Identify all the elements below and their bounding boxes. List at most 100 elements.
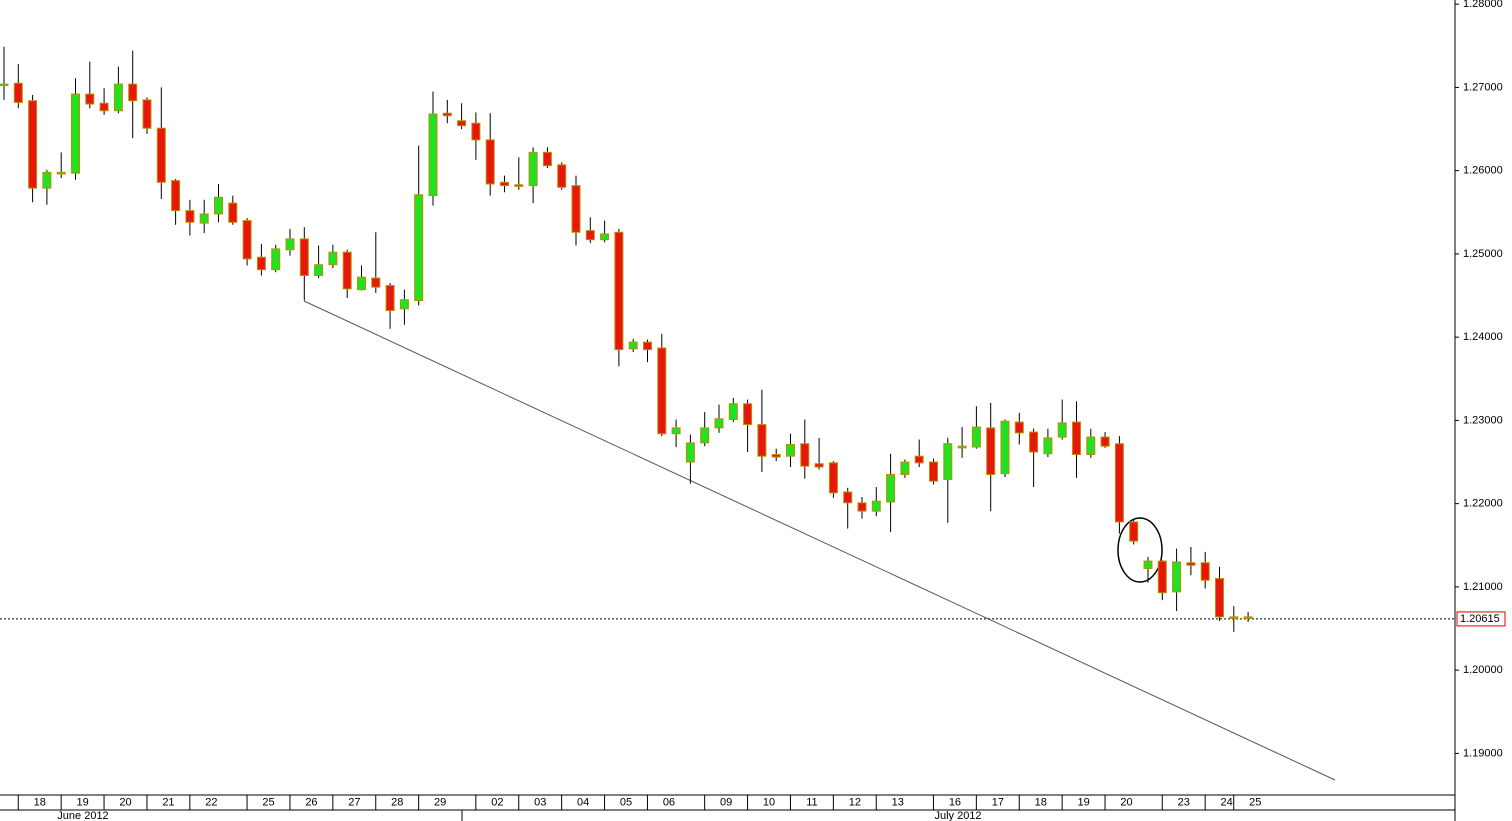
candle-body	[1243, 616, 1253, 619]
candle-body	[1172, 561, 1182, 593]
candle-body	[714, 418, 724, 429]
candle-body	[199, 213, 209, 224]
candle-body	[442, 112, 452, 117]
x-tick-label: 22	[205, 796, 217, 808]
candle-body	[1000, 420, 1010, 475]
x-tick-label: 17	[992, 796, 1004, 808]
candle-body	[857, 502, 867, 512]
y-tick-label: 1.25000	[1463, 248, 1503, 260]
candle-body	[399, 299, 409, 310]
x-tick-label: 02	[491, 796, 503, 808]
candle-body	[485, 139, 495, 185]
candle-body	[743, 403, 753, 426]
candle-body	[1086, 436, 1096, 456]
candle-body	[771, 454, 781, 458]
candle-body	[1100, 436, 1110, 447]
candle-body	[557, 164, 567, 188]
x-tick-label: 18	[34, 796, 46, 808]
y-tick-label: 1.20000	[1463, 664, 1503, 676]
candle-body	[814, 463, 824, 468]
x-tick-label: 09	[720, 796, 732, 808]
candle-body	[542, 151, 552, 167]
candle-body	[943, 443, 953, 480]
candle-body	[13, 82, 23, 103]
x-tick-label: 19	[1078, 796, 1090, 808]
candle-body	[28, 100, 38, 189]
candle-body	[886, 474, 896, 503]
candle-body	[56, 171, 66, 175]
candle-body	[585, 230, 595, 241]
candle-body	[113, 83, 123, 112]
candle-body	[957, 445, 967, 449]
candle-body	[1072, 421, 1081, 456]
candle-body	[314, 264, 324, 277]
y-tick-label: 1.24000	[1463, 331, 1503, 343]
candle-body	[142, 99, 152, 129]
x-tick-label: 27	[348, 796, 360, 808]
candle-body	[1200, 562, 1210, 581]
candle-body	[1014, 421, 1024, 434]
candle-body	[871, 500, 881, 512]
candle-body	[1186, 562, 1196, 566]
candle-body	[643, 341, 652, 351]
x-tick-label: 20	[119, 796, 131, 808]
candle-body	[971, 426, 981, 448]
candle-body	[328, 251, 338, 266]
candle-body	[986, 427, 996, 476]
month-label: July 2012	[934, 810, 981, 821]
x-tick-label: 25	[1249, 796, 1261, 808]
x-tick-label: 20	[1120, 796, 1132, 808]
month-label: June 2012	[57, 810, 108, 821]
x-tick-label: 12	[849, 796, 861, 808]
candle-body	[1029, 431, 1039, 453]
candle-body	[299, 238, 309, 277]
candle-body	[728, 403, 738, 421]
candle-body	[85, 93, 95, 105]
candle-body	[471, 122, 481, 141]
candle-body	[514, 184, 524, 187]
y-tick-label: 1.19000	[1463, 747, 1503, 759]
candle-body	[42, 171, 52, 189]
candle-body	[357, 276, 366, 291]
y-tick-label: 1.23000	[1463, 414, 1503, 426]
y-tick-label: 1.21000	[1463, 581, 1503, 593]
candle-body	[828, 462, 838, 494]
candle-body	[657, 347, 667, 435]
candle-body	[800, 443, 810, 467]
candle-body	[1229, 616, 1239, 619]
x-tick-label: 26	[305, 796, 317, 808]
x-tick-label: 16	[949, 796, 961, 808]
candle-body	[671, 427, 681, 435]
candle-body	[242, 220, 252, 260]
x-tick-label: 25	[262, 796, 274, 808]
last-price-label: 1.20615	[1460, 613, 1500, 625]
candle-body	[214, 196, 223, 215]
candle-body	[900, 461, 910, 476]
candle-body	[786, 444, 795, 457]
highlight-circle	[1117, 517, 1163, 583]
x-tick-label: 13	[892, 796, 904, 808]
candle-body	[228, 202, 238, 223]
candle-body	[1057, 422, 1067, 438]
candle-body	[528, 151, 538, 187]
candle-body	[1143, 560, 1153, 570]
candle-body	[99, 102, 109, 112]
y-tick-label: 1.28000	[1463, 0, 1503, 10]
x-tick-label: 11	[806, 796, 817, 808]
candle-body	[371, 277, 381, 288]
candle-body	[128, 83, 138, 102]
candle-body	[271, 248, 281, 271]
x-tick-label: 24	[1221, 796, 1233, 808]
candle-body	[500, 181, 509, 187]
x-tick-label: 28	[391, 796, 403, 808]
x-tick-label: 19	[77, 796, 89, 808]
trend-line	[303, 300, 1336, 781]
x-tick-label: 10	[763, 796, 775, 808]
candle-body	[1129, 521, 1139, 542]
x-tick-label: 05	[620, 796, 632, 808]
y-tick-label: 1.27000	[1463, 81, 1503, 93]
x-tick-label: 23	[1178, 796, 1190, 808]
